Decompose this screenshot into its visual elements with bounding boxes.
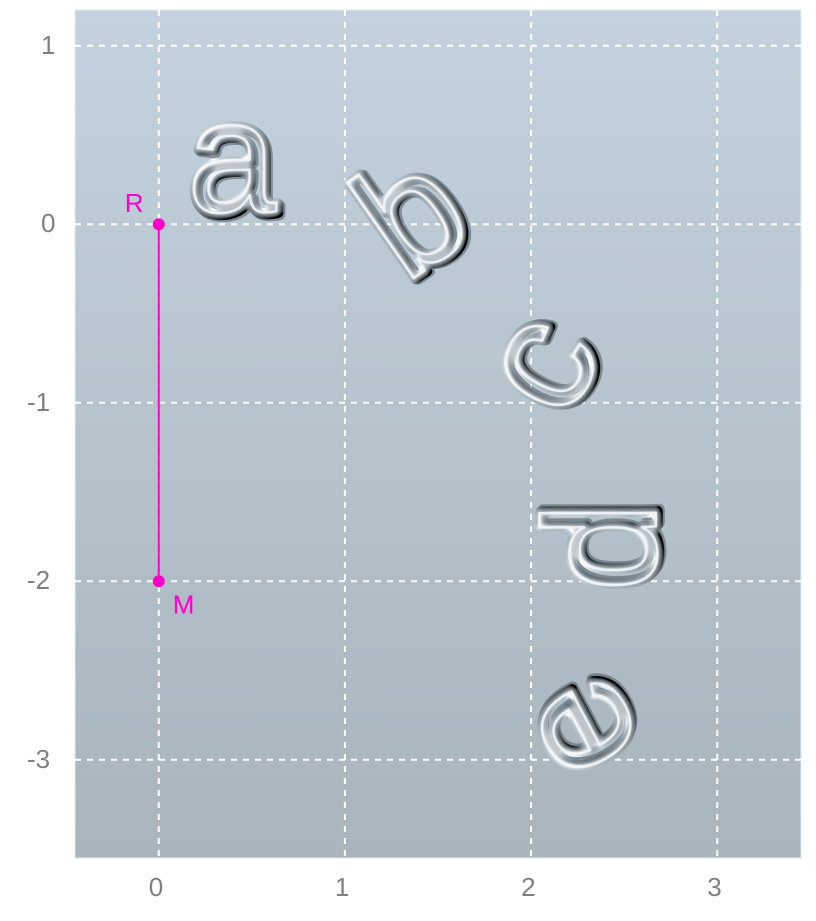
plot-svg: aaabbbcccdddeeeRM bbox=[0, 0, 816, 921]
y-tick-label: 0 bbox=[41, 208, 55, 239]
x-tick-label: 1 bbox=[335, 872, 349, 903]
annotation-label-M: M bbox=[173, 589, 195, 619]
annotation-label-R: R bbox=[125, 188, 144, 218]
chart-container: aaabbbcccdddeeeRM 0123-3-2-101 bbox=[0, 0, 816, 921]
y-tick-label: -2 bbox=[27, 565, 50, 596]
x-tick-label: 0 bbox=[149, 872, 163, 903]
glyph-a: aaa bbox=[187, 68, 281, 251]
y-tick-label: -1 bbox=[27, 387, 50, 418]
y-tick-label: 1 bbox=[41, 30, 55, 61]
y-tick-label: -3 bbox=[27, 744, 50, 775]
svg-text:a: a bbox=[187, 68, 277, 247]
plot-background bbox=[75, 10, 801, 858]
annotation-point-M bbox=[153, 575, 165, 587]
x-tick-label: 2 bbox=[521, 872, 535, 903]
glyph-d: ddd bbox=[512, 499, 695, 592]
annotation-point-R bbox=[153, 218, 165, 230]
x-tick-label: 3 bbox=[707, 872, 721, 903]
svg-text:d: d bbox=[512, 502, 691, 591]
